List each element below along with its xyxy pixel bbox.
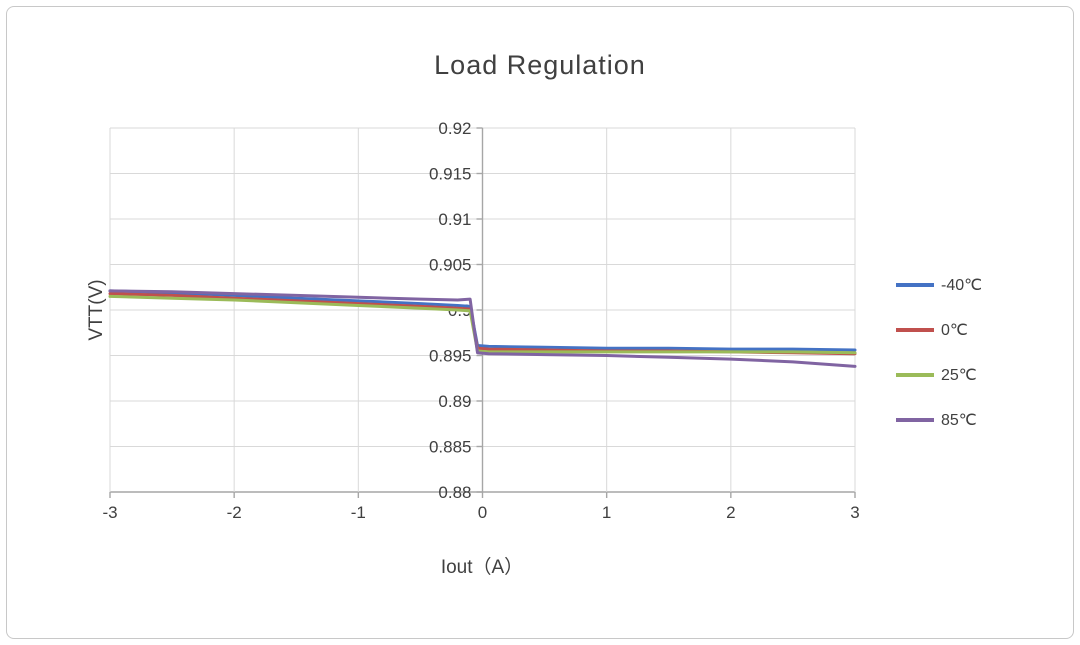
x-tick-label: 2 xyxy=(726,503,735,522)
legend-label: 0℃ xyxy=(941,321,968,339)
series-line-85℃ xyxy=(108,289,857,368)
x-tick-label: 3 xyxy=(850,503,859,522)
y-tick-label: 0.89 xyxy=(438,392,471,411)
legend: -40℃ 0℃ 25℃ 85℃ xyxy=(896,262,982,442)
x-tick-label: -1 xyxy=(351,503,366,522)
y-tick-label: 0.91 xyxy=(438,210,471,229)
x-tick-label: -3 xyxy=(102,503,117,522)
legend-line-swatch xyxy=(896,372,934,377)
legend-item: 0℃ xyxy=(896,307,982,352)
legend-item: 85℃ xyxy=(896,397,982,442)
legend-line-swatch xyxy=(896,327,934,332)
x-axis-title: Iout（A） xyxy=(440,557,524,578)
chart-border xyxy=(6,6,1074,639)
x-tick-label: 1 xyxy=(602,503,611,522)
x-tick-label: -2 xyxy=(227,503,242,522)
y-tick-label: 0.92 xyxy=(438,119,471,138)
y-tick-label: 0.905 xyxy=(429,256,472,275)
legend-line-swatch xyxy=(896,282,934,287)
legend-label: 85℃ xyxy=(941,411,977,429)
y-tick-label: 0.895 xyxy=(429,347,472,366)
y-tick-label: 0.915 xyxy=(429,165,472,184)
legend-label: 25℃ xyxy=(941,366,977,384)
chart-title: Load Regulation xyxy=(434,50,646,80)
legend-item: -40℃ xyxy=(896,262,982,307)
y-tick-label: 0.88 xyxy=(438,483,471,502)
y-tick-label: 0.885 xyxy=(429,438,472,457)
legend-line-swatch xyxy=(896,417,934,422)
x-tick-label: 0 xyxy=(478,503,487,522)
legend-label: -40℃ xyxy=(941,276,983,294)
legend-item: 25℃ xyxy=(896,352,982,397)
y-axis-title: VTT(V) xyxy=(86,279,107,341)
